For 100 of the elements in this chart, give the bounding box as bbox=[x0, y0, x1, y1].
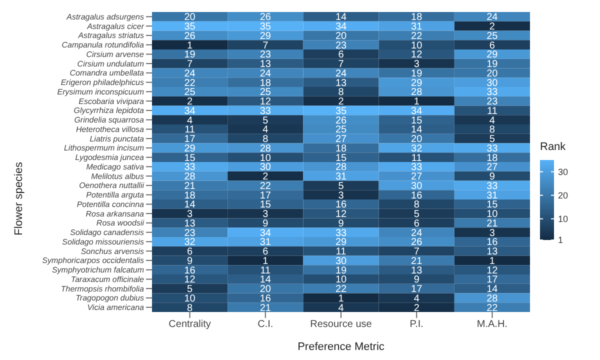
data-label: 3 bbox=[414, 59, 420, 70]
data-label: 17 bbox=[486, 274, 498, 286]
x-tick-label: C.I. bbox=[258, 319, 274, 330]
data-label: 20 bbox=[184, 12, 196, 24]
data-label: 23 bbox=[184, 228, 196, 239]
data-label: 26 bbox=[411, 237, 423, 248]
data-label: 1 bbox=[414, 96, 420, 108]
data-label: 30 bbox=[335, 256, 347, 267]
color-bar-label: 30 bbox=[558, 166, 568, 177]
data-label: 6 bbox=[187, 246, 194, 258]
data-label: 28 bbox=[184, 172, 196, 183]
data-label: 5 bbox=[414, 209, 420, 220]
data-label: 19 bbox=[411, 68, 423, 80]
data-label: 13 bbox=[335, 78, 347, 89]
data-label: 31 bbox=[486, 190, 498, 202]
data-label: 26 bbox=[335, 115, 347, 126]
data-label: 20 bbox=[411, 134, 423, 146]
y-tick-label: Vicia americana bbox=[87, 303, 145, 312]
data-label: 1 bbox=[338, 293, 344, 304]
data-label: 1 bbox=[187, 40, 194, 52]
y-tick-label: Taraxacum officinale bbox=[70, 274, 145, 284]
y-tick-label: Medicago sativa bbox=[86, 162, 145, 172]
data-label: 15 bbox=[184, 152, 196, 164]
data-label: 22 bbox=[184, 78, 196, 89]
data-label: 19 bbox=[184, 50, 196, 61]
data-label: 28 bbox=[260, 143, 272, 154]
data-label: 31 bbox=[411, 22, 423, 33]
data-label: 29 bbox=[335, 237, 347, 248]
data-label: 29 bbox=[411, 78, 423, 89]
data-label: 16 bbox=[260, 293, 272, 304]
y-tick-label: Glycyrrhiza lepidota bbox=[74, 106, 145, 116]
data-label: 35 bbox=[335, 106, 347, 117]
data-label: 27 bbox=[486, 162, 498, 174]
y-tick-label: Sonchus arvensis bbox=[80, 246, 144, 256]
data-label: 11 bbox=[336, 246, 347, 258]
data-label: 35 bbox=[184, 22, 196, 33]
data-label: 18 bbox=[335, 143, 347, 154]
data-label: 2 bbox=[489, 22, 496, 33]
data-label: 3 bbox=[187, 209, 194, 220]
data-label: 7 bbox=[338, 59, 344, 70]
y-tick-label: Solidago canadensis bbox=[70, 228, 144, 238]
data-label: 14 bbox=[335, 12, 347, 24]
data-label: 2 bbox=[187, 96, 194, 108]
data-label: 18 bbox=[260, 78, 272, 89]
data-label: 8 bbox=[262, 134, 269, 146]
data-label: 20 bbox=[335, 30, 347, 42]
color-bar-label: 10 bbox=[558, 214, 568, 224]
y-tick-label: Potentilla arguta bbox=[86, 190, 145, 200]
data-label: 14 bbox=[411, 124, 423, 136]
data-label: 2 bbox=[414, 302, 420, 314]
color-bar-label: 1 bbox=[558, 235, 564, 246]
data-label: 10 bbox=[486, 209, 498, 220]
data-label: 27 bbox=[335, 134, 347, 146]
y-tick-label: Erigeron philadelphicus bbox=[60, 78, 144, 88]
data-label: 4 bbox=[489, 115, 496, 126]
data-label: 24 bbox=[184, 68, 196, 80]
y-tick-label: Cirsium arvense bbox=[86, 50, 145, 59]
data-label: 8 bbox=[338, 87, 344, 98]
data-label: 20 bbox=[486, 68, 498, 80]
y-tick-label: Thermopsis rhombifolia bbox=[60, 284, 145, 294]
data-label: 33 bbox=[184, 162, 196, 174]
data-label: 6 bbox=[414, 218, 420, 230]
y-tick-label: Astragalus cicer bbox=[86, 22, 144, 31]
data-label: 19 bbox=[335, 265, 347, 276]
data-label: 22 bbox=[486, 302, 498, 314]
data-label: 13 bbox=[411, 265, 423, 276]
data-label: 7 bbox=[414, 246, 420, 258]
x-axis-title: Preference Metric bbox=[298, 341, 385, 353]
data-label: 29 bbox=[486, 50, 498, 61]
y-tick-label: Rosa arkansana bbox=[86, 209, 145, 218]
data-label: 16 bbox=[335, 200, 347, 211]
data-label: 13 bbox=[184, 218, 196, 230]
data-label: 30 bbox=[411, 180, 423, 192]
data-label: 33 bbox=[486, 87, 498, 98]
data-label: 18 bbox=[411, 12, 423, 24]
data-label: 35 bbox=[260, 22, 272, 33]
data-label: 9 bbox=[187, 256, 194, 267]
data-label: 12 bbox=[184, 274, 196, 286]
data-label: 3 bbox=[489, 228, 496, 239]
y-tick-label: Rosa woodsii bbox=[96, 218, 144, 228]
data-label: 18 bbox=[486, 152, 498, 164]
x-tick-label: M.A.H. bbox=[476, 319, 508, 330]
data-label: 25 bbox=[486, 30, 498, 42]
data-label: 10 bbox=[184, 293, 196, 304]
y-tick-label: Grindelia squarrosa bbox=[74, 116, 145, 125]
y-tick-label: Escobaria vivipara bbox=[78, 96, 145, 106]
data-label: 22 bbox=[335, 284, 347, 296]
data-label: 16 bbox=[486, 237, 498, 248]
data-label: 3 bbox=[262, 209, 269, 220]
data-label: 26 bbox=[260, 12, 272, 24]
data-label: 24 bbox=[260, 68, 272, 80]
data-label: 21 bbox=[411, 256, 423, 267]
y-tick-label: Symphyotrichum falcatum bbox=[52, 266, 144, 275]
data-label: 32 bbox=[411, 143, 423, 154]
data-label: 8 bbox=[187, 302, 194, 314]
data-label: 31 bbox=[335, 172, 347, 183]
data-label: 24 bbox=[486, 12, 498, 24]
data-label: 11 bbox=[260, 265, 272, 276]
data-label: 17 bbox=[411, 284, 423, 296]
data-label: 4 bbox=[187, 115, 194, 126]
